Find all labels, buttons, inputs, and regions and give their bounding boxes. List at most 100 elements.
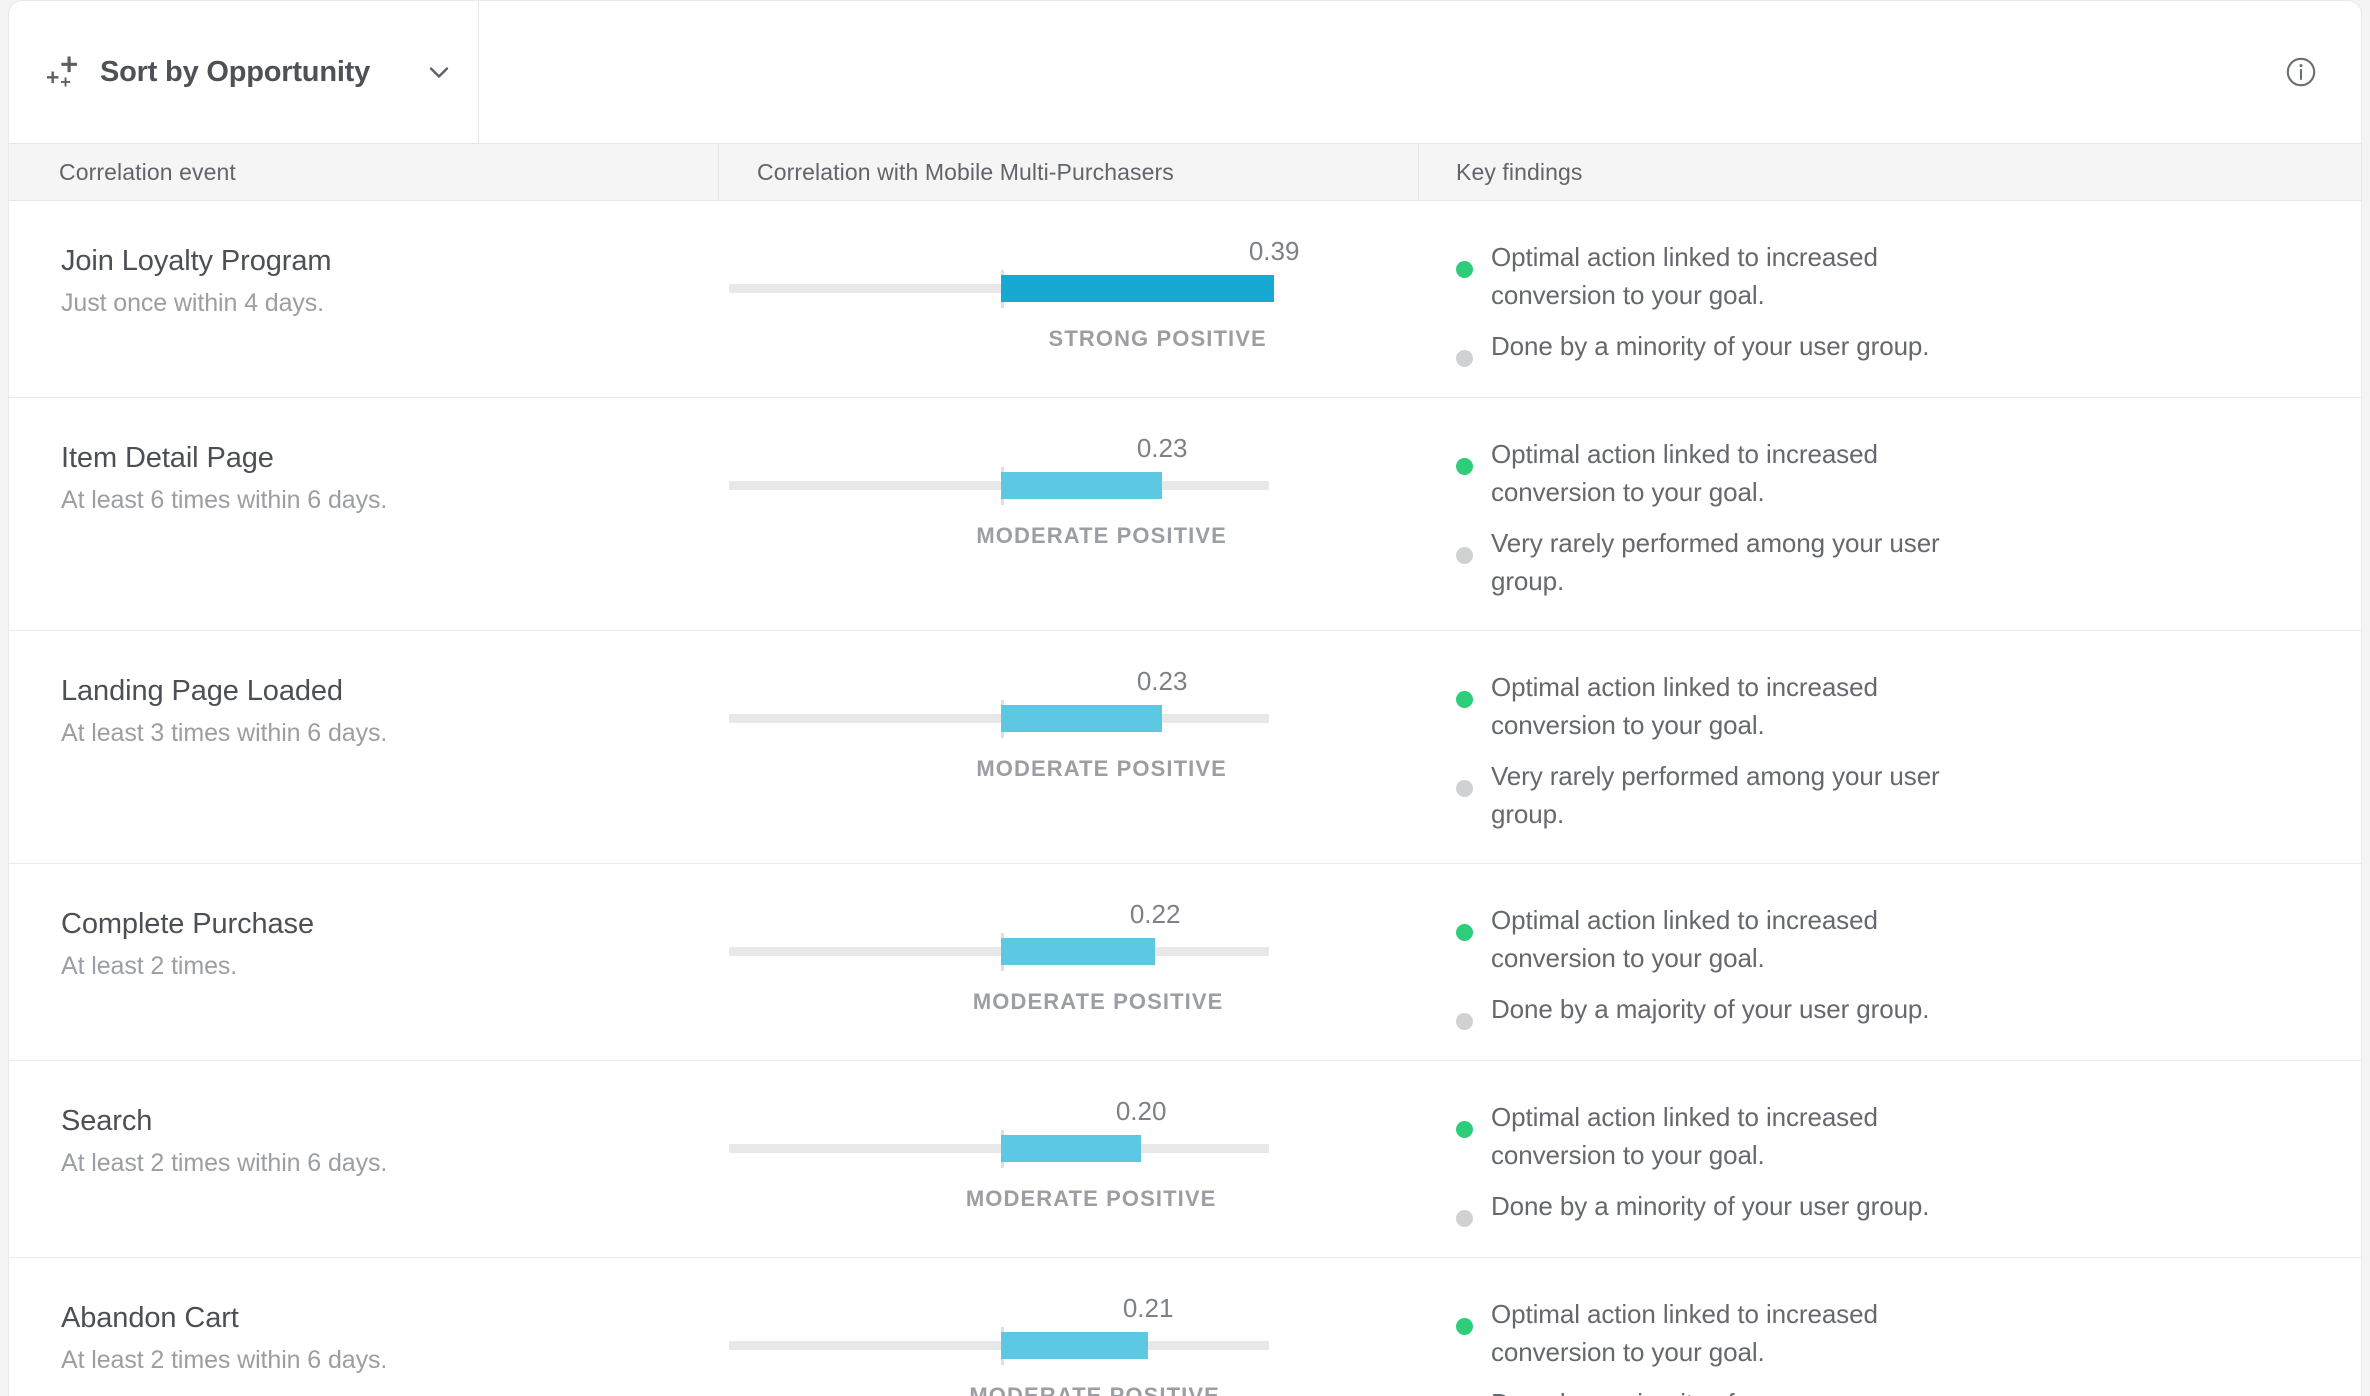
table-header-row: Correlation event Correlation with Mobil…: [9, 143, 2361, 201]
neutral-status-dot: [1456, 350, 1473, 367]
info-button[interactable]: [2241, 1, 2361, 143]
correlation-strength-label: MODERATE POSITIVE: [976, 523, 1227, 548]
key-finding-text: Done by a minority of your user group.: [1491, 1384, 1930, 1396]
event-name: Abandon Cart: [61, 1302, 239, 1334]
event-detail: At least 2 times within 6 days.: [61, 1149, 388, 1177]
neutral-status-dot: [1456, 780, 1473, 797]
event-detail: At least 6 times within 6 days.: [61, 486, 388, 514]
correlation-track: [729, 714, 1269, 723]
key-finding-text: Optimal action linked to increased conve…: [1491, 1299, 1878, 1367]
event-detail: At least 2 times.: [61, 952, 238, 980]
key-finding-text: Optimal action linked to increased conve…: [1491, 905, 1878, 973]
event-name: Landing Page Loaded: [61, 675, 343, 707]
positive-status-dot: [1456, 261, 1473, 278]
positive-status-dot: [1456, 691, 1473, 708]
event-detail: At least 2 times within 6 days.: [61, 1346, 388, 1374]
key-finding-item: Done by a minority of your user group.: [1456, 1384, 2301, 1396]
key-finding-item: Optimal action linked to increased conve…: [1456, 1295, 2301, 1371]
correlation-cell: 0.20 MODERATE POSITIVE: [719, 1061, 1419, 1257]
table-row[interactable]: Landing Page Loaded At least 3 times with…: [9, 631, 2361, 864]
key-finding-text: Optimal action linked to increased conve…: [1491, 242, 1878, 310]
column-header-correlation-value: Correlation with Mobile Multi-Purchasers: [719, 144, 1419, 200]
key-finding-item: Very rarely performed among your user gr…: [1456, 524, 2301, 600]
correlation-cell: 0.39 STRONG POSITIVE: [719, 201, 1419, 397]
correlation-strength-label: STRONG POSITIVE: [1048, 326, 1267, 351]
event-cell: Item Detail Page At least 6 times within …: [9, 398, 719, 630]
correlation-value: 0.21: [1122, 1293, 1174, 1323]
key-finding-text: Done by a minority of your user group.: [1491, 331, 1930, 361]
key-finding-item: Optimal action linked to increased conve…: [1456, 901, 2301, 977]
table-row[interactable]: Search At least 2 times within 6 days. 0.2…: [9, 1061, 2361, 1258]
sort-by-opportunity-dropdown[interactable]: Sort by Opportunity: [9, 1, 479, 143]
event-cell: Abandon Cart At least 2 times within 6 da…: [9, 1258, 719, 1396]
event-name: Join Loyalty Program: [61, 245, 332, 277]
key-findings-cell: Optimal action linked to increased conve…: [1419, 864, 2361, 1060]
event-detail: Just once within 4 days.: [61, 289, 325, 317]
key-finding-text: Optimal action linked to increased conve…: [1491, 672, 1878, 740]
key-finding-item: Optimal action linked to increased conve…: [1456, 435, 2301, 511]
table-row[interactable]: Complete Purchase At least 2 times. 0.22 MO…: [9, 864, 2361, 1061]
table-row[interactable]: Abandon Cart At least 2 times within 6 da…: [9, 1258, 2361, 1396]
positive-status-dot: [1456, 1318, 1473, 1335]
correlation-table: Correlation event Correlation with Mobil…: [8, 143, 2362, 1396]
correlation-bar-fill: [1001, 472, 1163, 499]
correlation-track: [729, 947, 1269, 956]
key-finding-item: Optimal action linked to increased conve…: [1456, 668, 2301, 744]
correlation-value: 0.23: [1136, 666, 1188, 696]
correlation-value: 0.20: [1115, 1096, 1167, 1126]
correlation-track: [729, 1144, 1269, 1153]
info-circle-icon[interactable]: [2282, 53, 2320, 91]
neutral-status-dot: [1456, 1013, 1473, 1030]
correlation-cell: 0.23 MODERATE POSITIVE: [719, 398, 1419, 630]
key-finding-item: Done by a majority of your user group.: [1456, 990, 2301, 1030]
key-finding-item: Optimal action linked to increased conve…: [1456, 1098, 2301, 1174]
toolbar-spacer: [479, 1, 2241, 143]
key-finding-text: Very rarely performed among your user gr…: [1491, 528, 1940, 596]
correlation-track: [729, 481, 1269, 490]
correlation-track: [729, 1341, 1269, 1350]
event-name: Item Detail Page: [61, 442, 274, 474]
key-findings-cell: Optimal action linked to increased conve…: [1419, 1061, 2361, 1257]
correlation-bar-fill: [1001, 1332, 1149, 1359]
correlation-cell: 0.21 MODERATE POSITIVE: [719, 1258, 1419, 1396]
correlation-value: 0.39: [1248, 236, 1300, 266]
key-finding-text: Done by a minority of your user group.: [1491, 1191, 1930, 1221]
column-header-key-findings: Key findings: [1456, 158, 1583, 185]
neutral-status-dot: [1456, 1210, 1473, 1227]
toolbar: Sort by Opportunity: [8, 0, 2362, 143]
key-finding-item: Done by a minority of your user group.: [1456, 327, 2301, 367]
table-row[interactable]: Item Detail Page At least 6 times within …: [9, 398, 2361, 631]
positive-status-dot: [1456, 924, 1473, 941]
column-header-correlation-event: Correlation event: [9, 144, 719, 200]
sparkles-icon: [42, 50, 86, 94]
event-cell: Search At least 2 times within 6 days.: [9, 1061, 719, 1257]
key-finding-text: Done by a majority of your user group.: [1491, 994, 1930, 1024]
chevron-down-icon[interactable]: [426, 59, 452, 85]
sort-label: Sort by Opportunity: [100, 55, 371, 88]
key-finding-item: Very rarely performed among your user gr…: [1456, 757, 2301, 833]
correlation-bar-fill: [1001, 1135, 1142, 1162]
event-name: Complete Purchase: [61, 908, 314, 940]
positive-status-dot: [1456, 458, 1473, 475]
correlation-cell: 0.23 MODERATE POSITIVE: [719, 631, 1419, 863]
neutral-status-dot: [1456, 547, 1473, 564]
event-detail: At least 3 times within 6 days.: [61, 719, 388, 747]
correlation-strength-label: MODERATE POSITIVE: [976, 756, 1227, 781]
key-findings-cell: Optimal action linked to increased conve…: [1419, 398, 2361, 630]
correlation-track: [729, 284, 1269, 293]
correlation-bar-fill: [1001, 705, 1163, 732]
event-name: Search: [61, 1105, 153, 1137]
correlation-bar-fill: [1001, 275, 1275, 302]
table-body: Join Loyalty Program Just once within 4 d…: [9, 201, 2361, 1396]
event-cell: Complete Purchase At least 2 times.: [9, 864, 719, 1060]
correlation-strength-label: MODERATE POSITIVE: [969, 1383, 1220, 1396]
key-finding-item: Done by a minority of your user group.: [1456, 1187, 2301, 1227]
correlation-cell: 0.22 MODERATE POSITIVE: [719, 864, 1419, 1060]
correlation-strength-label: MODERATE POSITIVE: [972, 989, 1224, 1014]
key-finding-text: Optimal action linked to increased conve…: [1491, 1102, 1878, 1170]
correlation-strength-label: MODERATE POSITIVE: [965, 1186, 1217, 1211]
table-row[interactable]: Join Loyalty Program Just once within 4 d…: [9, 201, 2361, 398]
correlation-bar-fill: [1001, 938, 1156, 965]
event-cell: Join Loyalty Program Just once within 4 d…: [9, 201, 719, 397]
positive-status-dot: [1456, 1121, 1473, 1138]
